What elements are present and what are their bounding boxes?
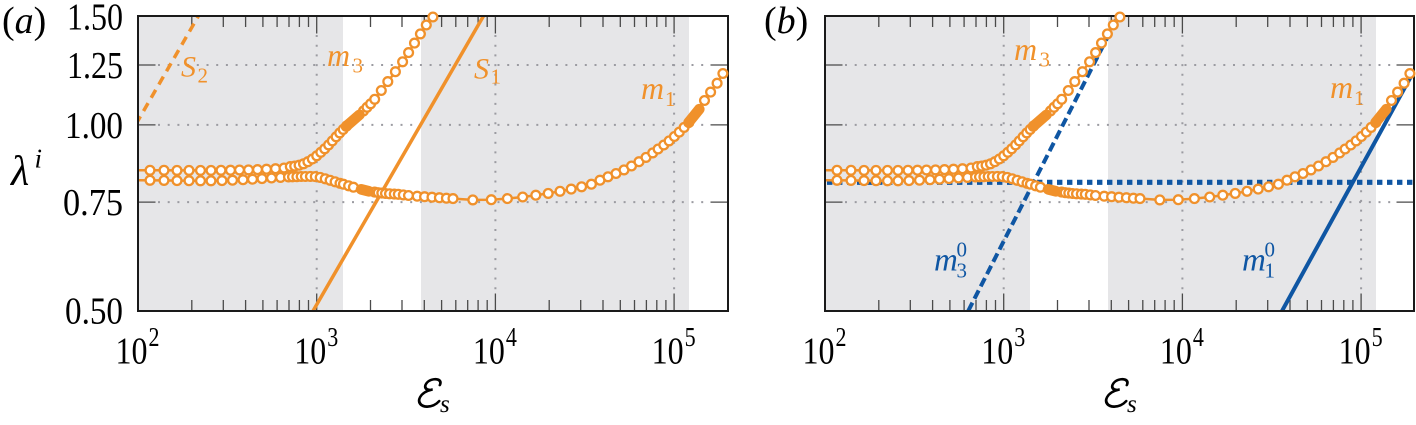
svg-text:3: 3 [957,259,968,283]
svg-text:10: 10 [981,331,1013,373]
svg-text:1.00: 1.00 [65,105,123,147]
svg-text:λ: λ [9,149,29,195]
svg-text:0.75: 0.75 [63,182,123,224]
svg-text:1: 1 [1265,259,1276,283]
svg-text:3: 3 [1014,322,1025,352]
svg-text:S: S [474,53,489,86]
svg-text:10: 10 [116,331,148,373]
svg-text:(b): (b) [764,0,808,42]
svg-text:0.50: 0.50 [65,291,123,333]
svg-text:1: 1 [1354,86,1365,110]
svg-text:m: m [327,37,350,73]
svg-text:10: 10 [1339,331,1371,373]
svg-text:10: 10 [803,331,835,373]
svg-text:10: 10 [294,331,326,373]
svg-text:s: s [1127,391,1137,418]
svg-text:10: 10 [1160,331,1192,373]
svg-text:10: 10 [652,331,684,373]
svg-text:s: s [440,391,450,418]
svg-text:5: 5 [685,322,696,352]
svg-text:2: 2 [149,322,160,352]
svg-text:4: 4 [506,322,517,352]
svg-text:m: m [641,70,664,106]
svg-text:m: m [1014,31,1037,67]
svg-text:2: 2 [836,322,847,352]
svg-text:3: 3 [353,54,364,78]
svg-text:5: 5 [1372,322,1383,352]
svg-text:m: m [1330,69,1353,105]
svg-text:1.25: 1.25 [67,45,123,87]
svg-text:3: 3 [327,322,338,352]
svg-text:S: S [181,51,196,84]
svg-text:m: m [934,243,958,279]
svg-text:1.50: 1.50 [67,0,123,38]
svg-text:0: 0 [957,238,968,262]
svg-text:m: m [1242,243,1266,279]
svg-text:0: 0 [1265,238,1276,262]
svg-text:10: 10 [473,331,505,373]
svg-text:1: 1 [491,65,502,89]
svg-text:1: 1 [665,87,676,111]
svg-text:3: 3 [1040,48,1051,72]
svg-text:(a): (a) [2,0,46,42]
svg-text:i: i [35,144,43,174]
svg-text:2: 2 [198,64,209,88]
svg-text:4: 4 [1193,322,1204,352]
